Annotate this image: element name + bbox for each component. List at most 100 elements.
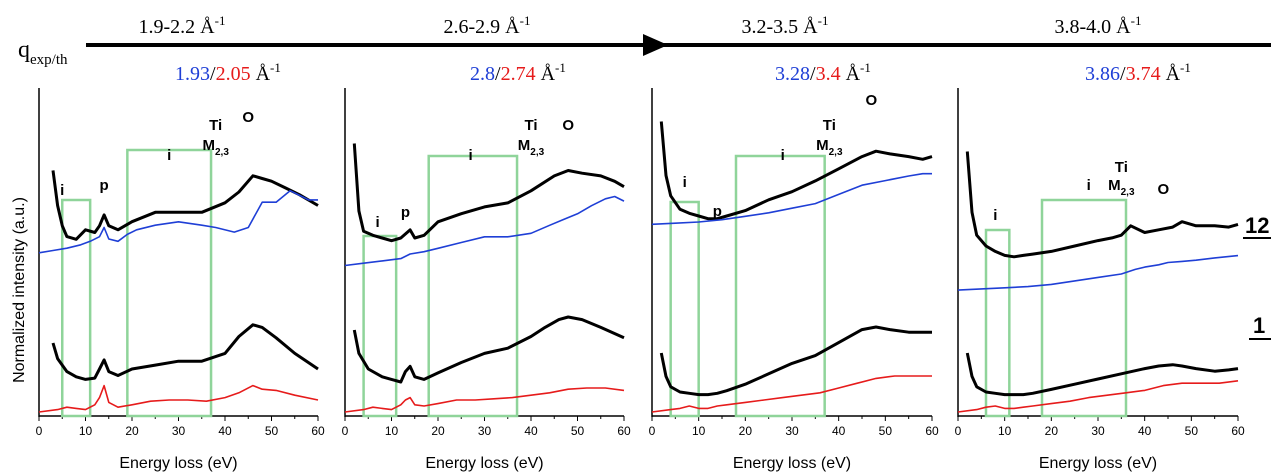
x-tick-label: 20	[739, 424, 753, 438]
annotation-p: p	[713, 203, 722, 220]
q-exp-value: 2.8	[470, 63, 495, 85]
x-axis-label: Energy loss (eV)	[119, 455, 237, 472]
series-line-black	[965, 151, 1239, 259]
annotation-i: i	[167, 147, 171, 164]
x-tick-label: 60	[311, 424, 325, 438]
x-tick-label: 60	[925, 424, 939, 438]
annotation-i: i	[375, 214, 379, 231]
annotation-p: p	[401, 204, 410, 221]
highlight-box	[427, 154, 519, 418]
series-line-black	[352, 143, 625, 243]
annotation-i: i	[468, 147, 472, 164]
annotation-o: O	[242, 109, 254, 126]
series-line-black	[659, 121, 933, 221]
q-values-label: 1.93/2.05 Å-1	[175, 60, 281, 85]
x-tick-label: 50	[879, 424, 893, 438]
series-line-red	[957, 380, 1239, 413]
series-line-black	[965, 352, 1239, 397]
q-th-value: 3.74	[1126, 63, 1161, 85]
series-line-black	[51, 323, 319, 381]
x-tick-label: 0	[36, 424, 43, 438]
annotation-o: O	[562, 117, 574, 134]
series-line-black	[352, 315, 625, 384]
x-tick-label: 10	[998, 424, 1012, 438]
x-tick-label: 50	[571, 424, 585, 438]
annotation-ti: Ti	[823, 117, 836, 134]
q-exp-value: 1.93	[175, 63, 210, 85]
q-values-label: 2.8/2.74 Å-1	[470, 60, 566, 85]
annotation-m23: M2,3	[816, 137, 843, 158]
panel-3: 3.2-3.5 Å-1 3.28/3.4 Å-1 0 10 20 30 40 50 60 Energ…	[649, 13, 939, 472]
q-axis-label: qexp/th	[18, 37, 68, 68]
highlight-box	[669, 200, 700, 418]
x-axis-label: Energy loss (eV)	[733, 455, 851, 472]
x-axis-label: Energy loss (eV)	[1039, 455, 1157, 472]
series-line-black	[659, 325, 932, 397]
annotation-ti: Ti	[209, 117, 222, 134]
x-tick-label: 0	[955, 424, 962, 438]
x-tick-label: 60	[617, 424, 631, 438]
q-range-label: 2.6-2.9 Å-1	[444, 13, 531, 38]
q-range-label: 3.8-4.0 Å-1	[1055, 13, 1142, 38]
highlight-box	[984, 228, 1011, 418]
q-range-label: 3.2-3.5 Å-1	[742, 13, 829, 38]
highlight-box	[126, 148, 213, 418]
annotation-o: O	[865, 92, 877, 109]
x-tick-label: 50	[1185, 424, 1199, 438]
annotation-m23: M2,3	[518, 137, 545, 158]
annotation-o: O	[1157, 181, 1169, 198]
q-th-value: 2.74	[501, 63, 536, 85]
panel-1: 1.9-2.2 Å-1 1.93/2.05 Å-1 0 10 20 30 40 50 60 Ener…	[36, 13, 325, 472]
x-tick-label: 0	[649, 424, 656, 438]
annotation-ti: Ti	[524, 117, 537, 134]
x-axis-label: Energy loss (eV)	[425, 455, 543, 472]
q-values-label: 3.86/3.74 Å-1	[1085, 60, 1191, 85]
series-line-blue	[38, 189, 318, 254]
y-axis-label: Normalized intensity (a.u.)	[11, 197, 28, 383]
highlight-box	[61, 198, 92, 418]
panel-4: 3.8-4.0 Å-1 3.86/3.74 Å-1 0 10 20 30 40 50 60 Ener…	[955, 13, 1245, 472]
series-line-blue	[957, 254, 1239, 291]
x-tick-label: 30	[478, 424, 492, 438]
x-tick-label: 40	[218, 424, 232, 438]
x-tick-label: 30	[785, 424, 799, 438]
x-tick-label: 30	[172, 424, 186, 438]
x-tick-label: 10	[385, 424, 399, 438]
q-values-label: 3.28/3.4 Å-1	[775, 60, 871, 85]
x-tick-label: 60	[1231, 424, 1245, 438]
q-exp-value: 3.86	[1085, 63, 1120, 85]
x-tick-label: 20	[431, 424, 445, 438]
annotation-i: i	[1087, 177, 1091, 194]
x-tick-label: 20	[125, 424, 139, 438]
x-tick-label: 0	[342, 424, 349, 438]
series-line-blue	[344, 195, 625, 267]
x-tick-label: 40	[524, 424, 538, 438]
highlight-box	[734, 154, 826, 418]
x-tick-label: 10	[79, 424, 93, 438]
annotation-m23: M2,3	[1108, 177, 1135, 198]
x-tick-label: 50	[265, 424, 279, 438]
series-line-red	[344, 387, 625, 413]
right-label-12: 12	[1245, 213, 1269, 238]
q-th-value: 2.05	[216, 63, 251, 85]
q-exp-value: 3.28	[775, 63, 810, 85]
annotation-i: i	[993, 207, 997, 224]
x-tick-label: 40	[832, 424, 846, 438]
q-range-label: 1.9-2.2 Å-1	[139, 13, 226, 38]
x-tick-label: 40	[1138, 424, 1152, 438]
annotation-m23: M2,3	[202, 137, 229, 158]
annotation-p: p	[100, 177, 109, 194]
panel-2: 2.6-2.9 Å-1 2.8/2.74 Å-1 0 10 20 30 40 50 60 Energ…	[342, 13, 631, 472]
annotation-i: i	[60, 182, 64, 199]
right-label-1: 1	[1253, 313, 1265, 338]
annotation-i: i	[683, 174, 687, 191]
annotation-i: i	[781, 147, 785, 164]
series-line-red	[38, 384, 319, 413]
series-line-black	[51, 170, 319, 241]
highlight-box	[1040, 198, 1128, 418]
x-tick-label: 10	[692, 424, 706, 438]
q-arrow-head	[643, 34, 668, 56]
annotation-ti: Ti	[1115, 159, 1128, 176]
x-tick-label: 30	[1091, 424, 1105, 438]
